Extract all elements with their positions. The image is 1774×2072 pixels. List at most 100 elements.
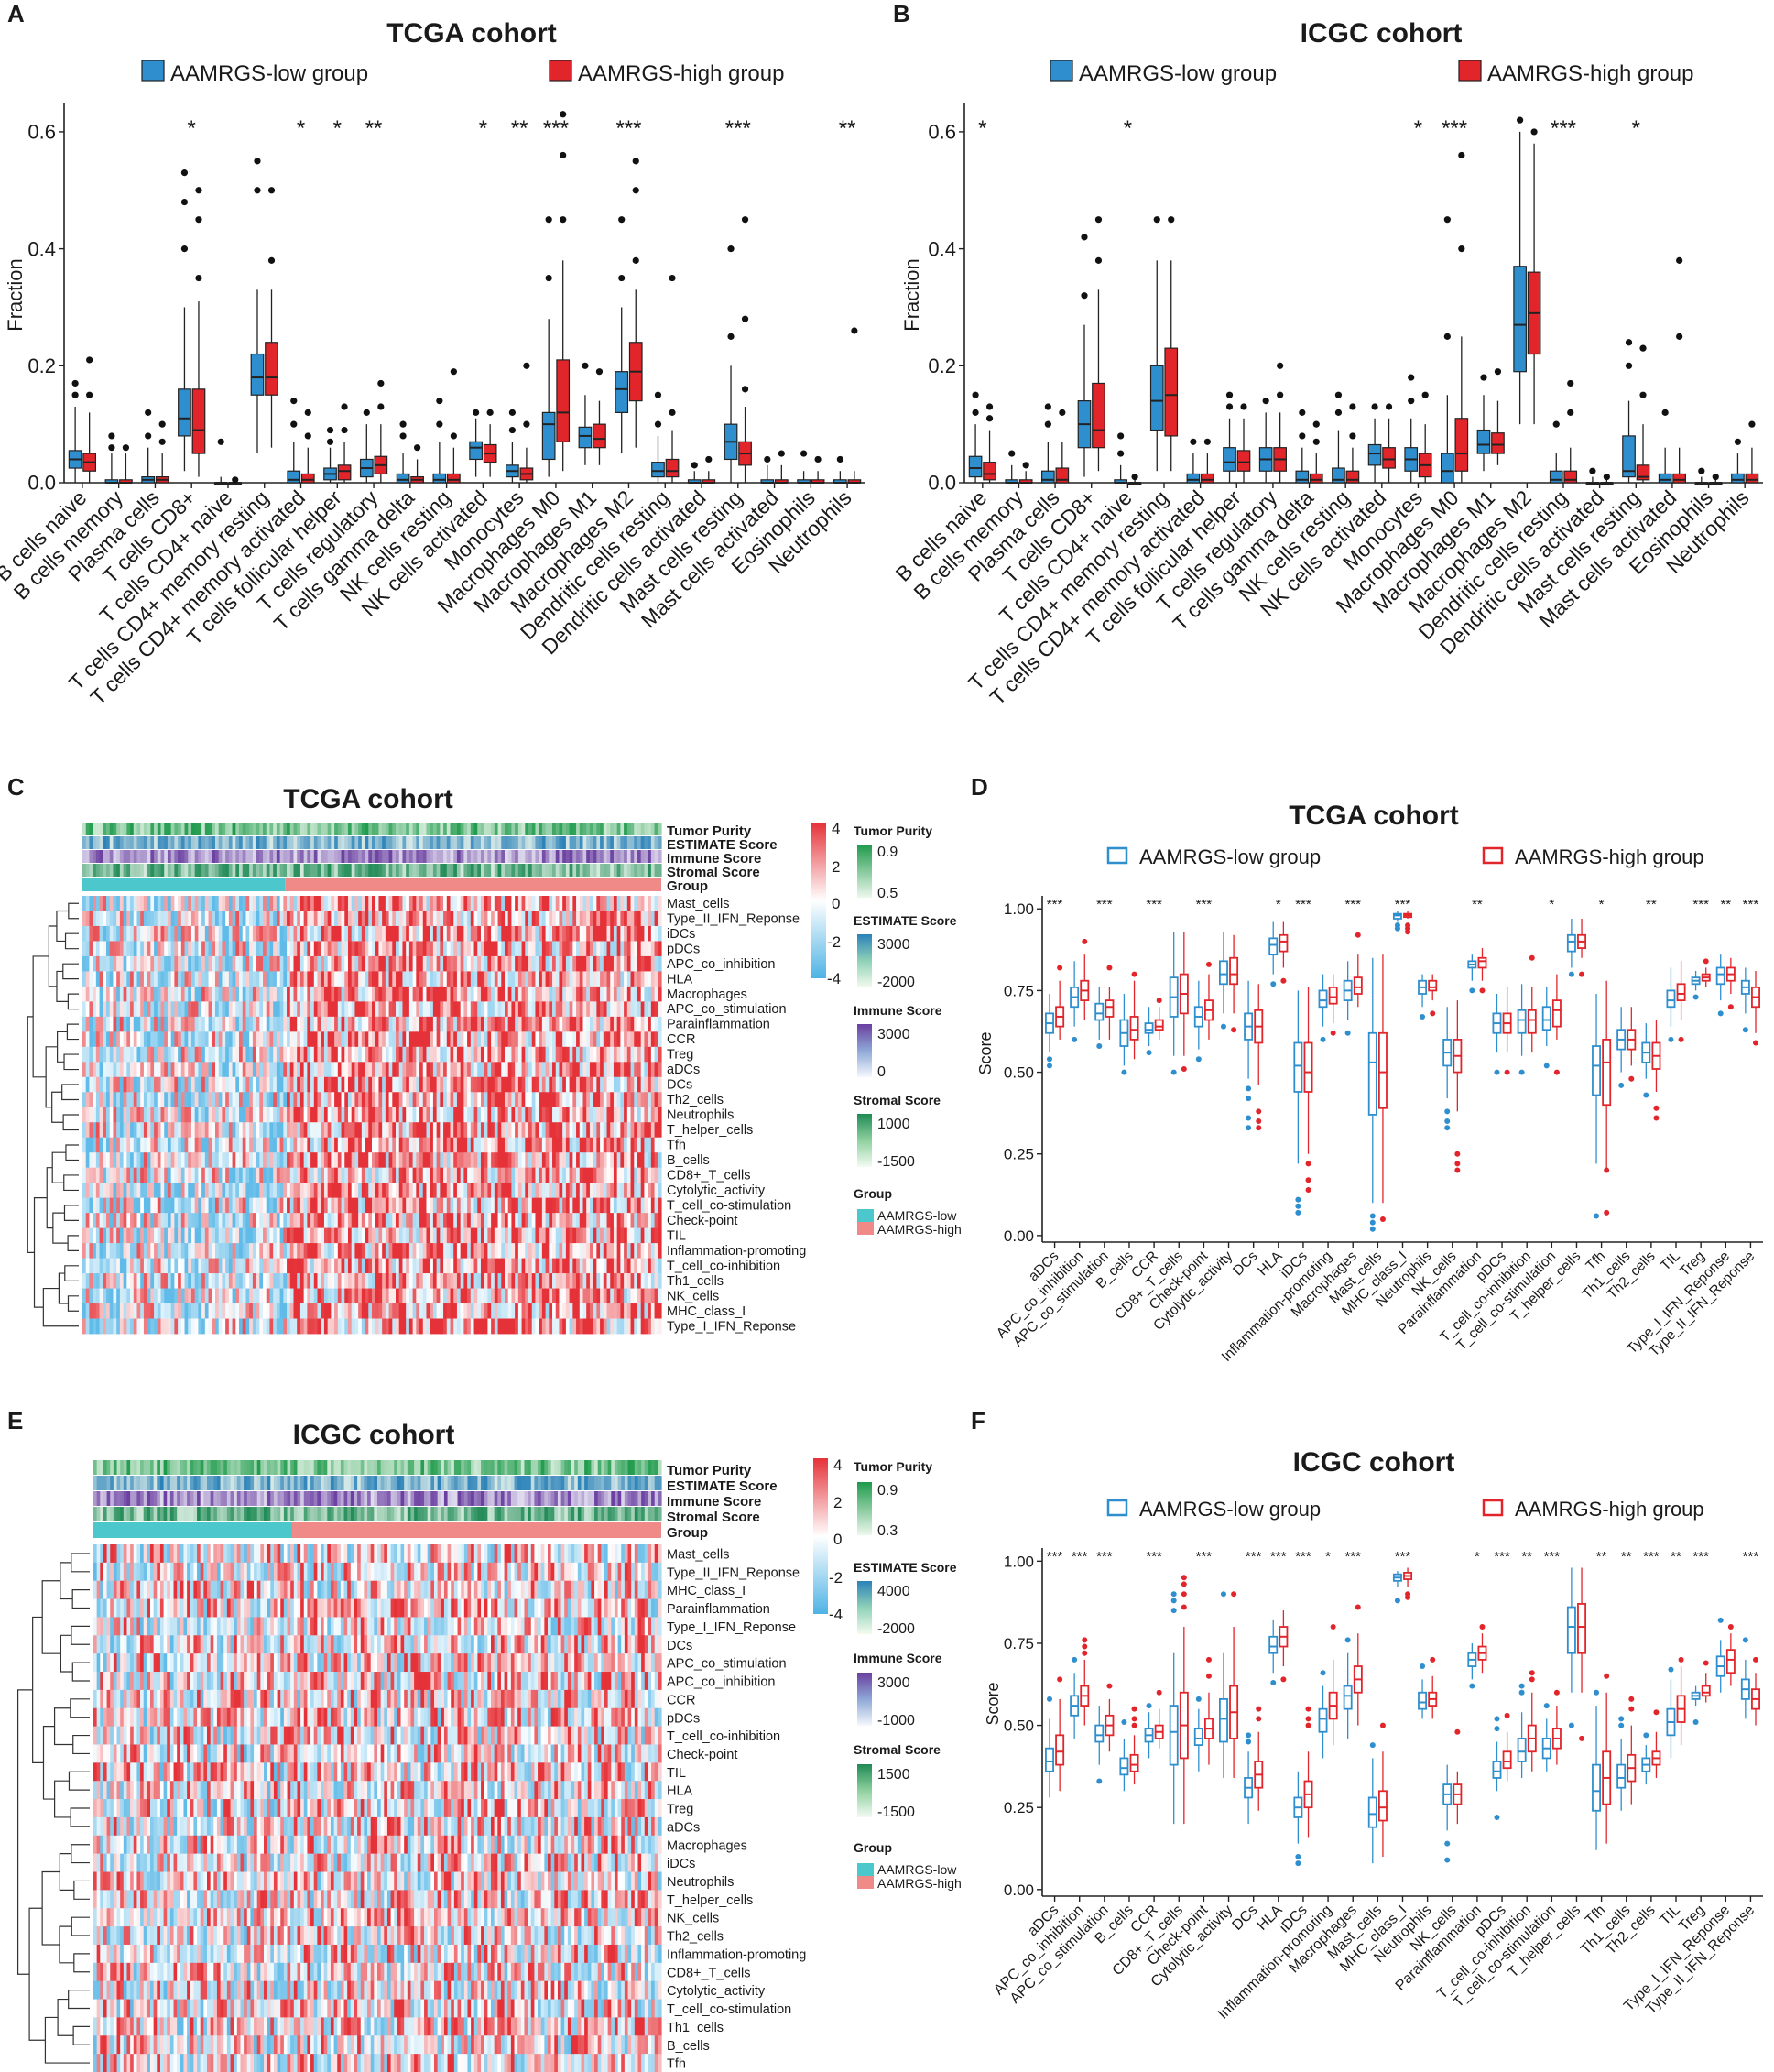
heat-cell	[249, 1183, 254, 1199]
heat-cell	[504, 1001, 509, 1018]
heat-cell	[606, 911, 611, 927]
heat-cell	[299, 941, 305, 957]
heat-cell	[89, 1122, 93, 1139]
heat-cell	[119, 1001, 125, 1018]
heat-cell	[321, 941, 325, 957]
heat-cell	[204, 1001, 210, 1018]
heat-cell	[569, 1046, 573, 1063]
heat-cell	[140, 1122, 145, 1139]
heat-cell	[283, 941, 288, 957]
heat-cell	[130, 925, 135, 942]
annotation-cell	[596, 864, 601, 877]
heat-cell	[412, 1107, 417, 1123]
heat-cell	[603, 955, 608, 972]
heat-cell	[347, 1167, 353, 1183]
heat-cell	[368, 1031, 373, 1048]
outlier-point	[632, 187, 639, 194]
heat-cell	[637, 1183, 642, 1199]
heat-cell	[337, 1092, 343, 1108]
heat-cell	[616, 925, 621, 942]
heat-cell	[297, 1167, 301, 1183]
annotation-cell	[654, 836, 658, 849]
heat-cell	[174, 941, 179, 957]
heat-cell	[511, 971, 516, 987]
annotation-cell	[378, 836, 383, 849]
heat-cell	[422, 911, 428, 927]
heat-cell	[637, 1001, 642, 1018]
annotation-cell	[412, 864, 417, 877]
heat-cell	[126, 986, 131, 1002]
heat-cell	[123, 1183, 127, 1199]
heat-cell	[103, 971, 107, 987]
heat-cell	[545, 1076, 550, 1093]
heat-cell	[480, 1062, 485, 1078]
heat-cell	[375, 1122, 380, 1139]
heat-cell	[504, 925, 509, 942]
heat-cell	[180, 1062, 186, 1078]
heat-cell	[133, 1122, 138, 1139]
annotation-cell	[654, 823, 658, 835]
heat-cell	[214, 1046, 220, 1063]
heat-cell	[327, 1062, 332, 1078]
row-label: DCs	[667, 1078, 692, 1093]
box-low	[1041, 470, 1055, 484]
heat-cell	[222, 1197, 226, 1214]
row-label: CCR	[667, 1032, 695, 1047]
annotation-cell	[154, 823, 158, 835]
heat-cell	[351, 1001, 356, 1018]
annotation-cell	[287, 836, 291, 849]
heat-cell	[103, 1046, 107, 1063]
heat-cell	[341, 1107, 345, 1123]
heat-cell	[249, 1122, 254, 1139]
heat-cell	[467, 986, 472, 1002]
panel-a: A TCGA cohort AAMRGS-low group AAMRGS-hi…	[0, 0, 865, 710]
heat-cell	[549, 1016, 553, 1032]
heat-cell	[239, 1122, 244, 1139]
heat-cell	[396, 1137, 400, 1153]
heat-cell	[321, 1092, 325, 1108]
annotation-cell	[552, 850, 557, 863]
heat-cell	[225, 911, 230, 927]
annotation-cell	[473, 864, 478, 877]
heat-cell	[463, 1167, 468, 1183]
heat-cell	[113, 1062, 117, 1078]
annotation-cell	[341, 850, 345, 863]
heat-cell	[178, 1016, 182, 1032]
annotation-cell	[89, 836, 93, 849]
heat-cell	[644, 986, 648, 1002]
heat-cell	[644, 1092, 648, 1108]
heat-cell	[606, 896, 611, 911]
heat-cell	[289, 1197, 295, 1214]
heat-cell	[610, 1062, 615, 1078]
annotation-cell	[525, 836, 529, 849]
heat-cell	[82, 911, 87, 927]
annotation-label: ESTIMATE Score	[667, 837, 778, 853]
heat-cell	[593, 1122, 597, 1139]
heat-cell	[283, 1031, 288, 1048]
heat-cell	[347, 941, 353, 957]
heat-cell	[201, 1062, 206, 1078]
annotation-cell	[344, 850, 349, 863]
heat-cell	[201, 911, 206, 927]
heat-cell	[565, 1152, 571, 1169]
heat-cell	[515, 1031, 519, 1048]
heat-cell	[644, 955, 648, 972]
heat-cell	[126, 1076, 131, 1093]
annotation-cell	[630, 836, 635, 849]
heat-cell	[358, 1107, 363, 1123]
annotation-cell	[634, 823, 638, 835]
heat-cell	[232, 1107, 236, 1123]
heat-cell	[232, 1016, 236, 1032]
annotation-cell	[470, 823, 475, 835]
legend-label-low: AAMRGS-low group	[1079, 61, 1277, 86]
heat-cell	[541, 1062, 547, 1078]
heat-cell	[276, 955, 281, 972]
heat-cell	[422, 986, 428, 1002]
heat-cell	[541, 896, 547, 911]
heat-cell	[157, 1092, 162, 1108]
heat-cell	[576, 1122, 581, 1139]
heat-cell	[654, 1137, 658, 1153]
heat-cell	[531, 1183, 537, 1199]
heat-cell	[416, 911, 420, 927]
heat-cell	[552, 925, 557, 942]
